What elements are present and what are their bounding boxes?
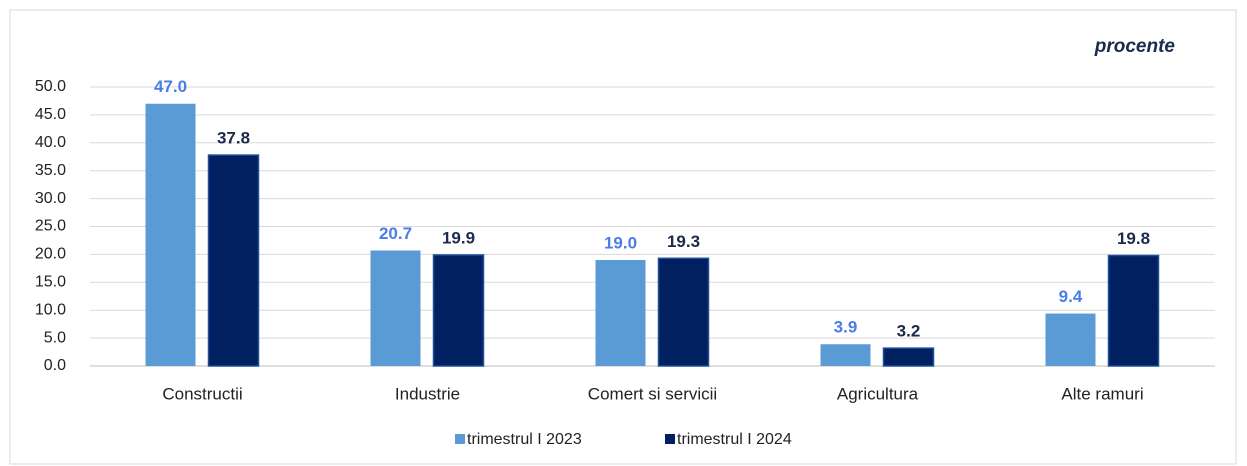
x-tick-label: Comert si servicii <box>588 384 717 403</box>
y-tick-label: 20.0 <box>35 246 66 263</box>
y-tick-label: 45.0 <box>35 106 66 123</box>
bar <box>595 259 646 366</box>
x-tick-label: Industrie <box>395 384 460 403</box>
x-tick-label: Agricultura <box>837 384 919 403</box>
value-label: 37.8 <box>217 129 250 148</box>
legend-label: trimestrul I 2023 <box>467 431 582 448</box>
y-tick-label: 25.0 <box>35 218 66 235</box>
y-tick-label: 35.0 <box>35 162 66 179</box>
y-tick-label: 10.0 <box>35 301 66 318</box>
bar <box>207 154 260 367</box>
value-label: 19.3 <box>667 232 700 251</box>
value-label: 3.9 <box>834 318 858 337</box>
value-label: 19.8 <box>1117 229 1150 248</box>
legend-swatch <box>665 434 675 444</box>
value-label: 19.9 <box>442 228 475 247</box>
value-label: 47.0 <box>154 77 187 96</box>
x-tick-label: Constructii <box>162 384 242 403</box>
value-label: 19.0 <box>604 233 637 252</box>
bar <box>1045 313 1096 366</box>
value-label: 20.7 <box>379 224 412 243</box>
y-tick-label: 50.0 <box>35 78 66 95</box>
bar <box>820 344 871 366</box>
bar <box>432 254 485 367</box>
bar <box>657 257 710 367</box>
annotation: procente <box>1094 36 1176 57</box>
y-tick-label: 5.0 <box>44 329 66 346</box>
legend-label: trimestrul I 2024 <box>677 431 792 448</box>
y-tick-label: 0.0 <box>44 357 66 374</box>
x-tick-label: Alte ramuri <box>1061 384 1143 403</box>
value-label: 9.4 <box>1059 287 1083 306</box>
value-label: 3.2 <box>897 322 921 341</box>
bar <box>1107 254 1160 367</box>
bar <box>370 250 421 366</box>
y-tick-label: 15.0 <box>35 274 66 291</box>
bar <box>882 347 935 367</box>
y-tick-label: 30.0 <box>35 190 66 207</box>
y-tick-label: 40.0 <box>35 134 66 151</box>
bar <box>145 103 196 367</box>
legend-swatch <box>455 434 465 444</box>
